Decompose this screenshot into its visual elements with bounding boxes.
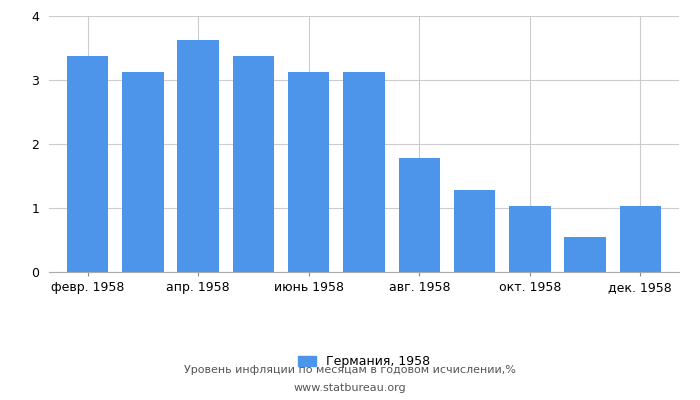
Bar xyxy=(509,206,550,272)
Text: Уровень инфляции по месяцам в годовом исчислении,%: Уровень инфляции по месяцам в годовом ис… xyxy=(184,365,516,375)
Bar xyxy=(232,56,274,272)
Bar xyxy=(67,56,108,272)
Bar xyxy=(620,206,661,272)
Bar xyxy=(454,190,496,272)
Bar xyxy=(398,158,440,272)
Bar xyxy=(564,238,606,272)
Legend: Германия, 1958: Германия, 1958 xyxy=(293,350,435,373)
Text: www.statbureau.org: www.statbureau.org xyxy=(294,383,406,393)
Bar xyxy=(178,40,219,272)
Bar xyxy=(122,72,164,272)
Bar xyxy=(343,72,385,272)
Bar xyxy=(288,72,330,272)
